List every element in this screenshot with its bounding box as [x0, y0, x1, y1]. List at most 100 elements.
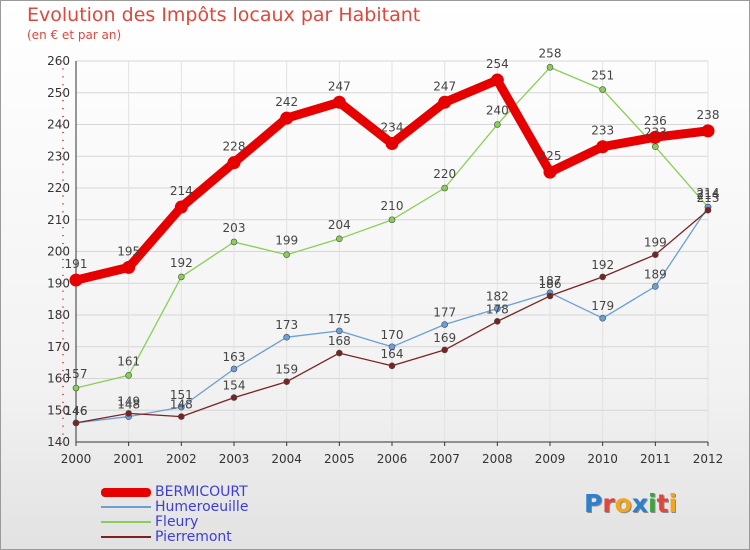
data-point [332, 95, 346, 109]
data-label: 236 [644, 114, 667, 128]
y-tick-label: 160 [47, 372, 70, 386]
x-tick-label: 2009 [535, 452, 566, 466]
x-tick-label: 2006 [377, 452, 408, 466]
data-label: 214 [170, 184, 193, 198]
chart-subtitle: (en € et par an) [27, 28, 122, 42]
data-label: 214 [697, 186, 720, 200]
data-point [441, 321, 448, 328]
y-tick-label: 200 [47, 245, 70, 259]
data-label: 173 [275, 318, 298, 332]
data-point [494, 305, 501, 312]
data-label: 203 [223, 221, 246, 235]
data-point [125, 410, 132, 417]
legend-swatch [101, 487, 151, 497]
data-point [336, 235, 343, 243]
data-label: 189 [644, 267, 667, 281]
data-label: 178 [486, 302, 509, 316]
data-label: 179 [591, 299, 614, 313]
legend-label: Humeroeuille [155, 499, 249, 515]
y-tick-label: 210 [47, 213, 70, 227]
x-tick-label: 2011 [640, 452, 671, 466]
logo-letter: t [656, 489, 669, 518]
data-label: 170 [381, 328, 404, 342]
logo-letter: i [668, 489, 678, 518]
x-tick-label: 2004 [271, 452, 302, 466]
logo-letter: i [648, 489, 657, 518]
y-tick-label: 260 [47, 54, 70, 68]
legend-swatch [101, 521, 151, 523]
data-label: 154 [223, 379, 246, 393]
data-point [494, 318, 501, 325]
data-label: 151 [170, 388, 193, 402]
data-label: 233 [644, 126, 667, 140]
data-label: 146 [65, 404, 88, 418]
data-point [283, 251, 290, 258]
y-tick-label: 220 [47, 181, 70, 195]
data-point [596, 140, 610, 154]
data-label: 247 [433, 79, 456, 93]
legend-label: Pierremont [155, 529, 232, 545]
data-point [438, 95, 452, 109]
data-point [336, 327, 343, 335]
x-tick-label: 2007 [429, 452, 460, 466]
data-point [280, 111, 294, 125]
x-tick-label: 2000 [61, 452, 92, 466]
data-point [652, 283, 659, 290]
data-point [174, 200, 188, 214]
data-label: 148 [117, 398, 140, 412]
data-label: 214 [697, 188, 720, 202]
data-label: 191 [65, 257, 88, 271]
data-label: 220 [433, 167, 456, 181]
data-point [178, 273, 185, 281]
data-point [178, 403, 185, 411]
data-label: 182 [486, 290, 509, 304]
data-point [69, 273, 83, 287]
data-label: 177 [433, 306, 456, 320]
data-label: 233 [591, 124, 614, 138]
data-label: 164 [381, 347, 404, 361]
data-label: 234 [381, 121, 404, 135]
data-label: 254 [486, 57, 509, 71]
logo-letter: P [584, 489, 603, 518]
data-label: 186 [539, 277, 562, 291]
x-tick-label: 2012 [693, 452, 724, 466]
data-label: 242 [275, 95, 298, 109]
chart-title: Evolution des Impôts locaux par Habitant [27, 4, 421, 26]
data-point [546, 64, 554, 71]
data-label: 195 [117, 244, 140, 258]
data-label: 187 [539, 274, 562, 288]
y-tick-label: 190 [47, 276, 70, 290]
y-tick-label: 250 [47, 86, 70, 100]
data-point [543, 165, 557, 179]
x-tick-label: 2010 [587, 452, 618, 466]
data-point [178, 413, 185, 420]
data-label: 247 [328, 79, 351, 93]
data-point [546, 292, 554, 300]
logo-letter: x [631, 489, 648, 518]
data-point [490, 73, 504, 87]
y-tick-label: 180 [47, 308, 70, 322]
logo-letter: o [614, 489, 632, 518]
data-point [227, 156, 241, 170]
data-label: 149 [117, 394, 140, 408]
data-point [283, 333, 290, 341]
data-label: 225 [539, 149, 562, 163]
series-bermicourt [69, 73, 715, 287]
x-tick-label: 2001 [113, 452, 144, 466]
data-label: 240 [486, 104, 509, 118]
data-point [283, 378, 290, 385]
data-point [72, 419, 80, 427]
x-tick-label: 2002 [166, 452, 197, 466]
data-point [230, 365, 238, 373]
data-point [599, 273, 606, 281]
data-point [385, 137, 399, 151]
data-point [652, 251, 659, 258]
data-label: 210 [381, 199, 404, 213]
data-label: 192 [591, 258, 614, 272]
data-label: 199 [644, 236, 667, 250]
data-label: 168 [328, 334, 351, 348]
data-label: 199 [275, 234, 298, 248]
data-label: 169 [433, 331, 456, 345]
data-label: 204 [328, 218, 351, 232]
data-label: 192 [170, 256, 193, 270]
